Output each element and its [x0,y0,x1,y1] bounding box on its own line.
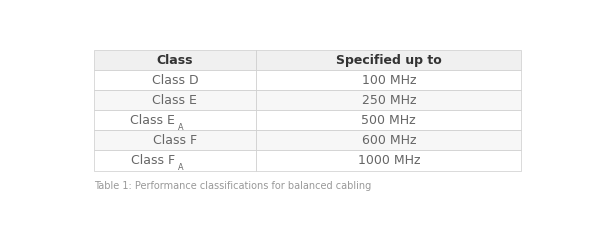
Text: Class F: Class F [131,154,175,167]
Text: 500 MHz: 500 MHz [361,114,416,127]
Bar [94,50,256,70]
Text: Class D: Class D [152,74,198,87]
Text: A: A [178,163,183,172]
Text: Class: Class [157,54,193,67]
Text: 1000 MHz: 1000 MHz [358,154,420,167]
Text: Class E: Class E [130,114,175,127]
Text: Table 1: Performance classifications for balanced cabling: Table 1: Performance classifications for… [94,181,371,191]
Text: Class E: Class E [152,94,197,107]
Text: Class F: Class F [153,134,197,147]
Bar [256,130,521,151]
Text: 250 MHz: 250 MHz [362,94,416,107]
Text: A: A [178,123,183,132]
Text: 600 MHz: 600 MHz [362,134,416,147]
Bar [94,70,256,90]
Bar [94,110,256,130]
Bar [94,90,256,110]
Text: 100 MHz: 100 MHz [362,74,416,87]
Bar [256,90,521,110]
Text: Specified up to: Specified up to [336,54,442,67]
Bar [256,151,521,170]
Bar [256,110,521,130]
Bar [256,50,521,70]
Bar [94,151,256,170]
Bar [94,130,256,151]
Bar [256,70,521,90]
